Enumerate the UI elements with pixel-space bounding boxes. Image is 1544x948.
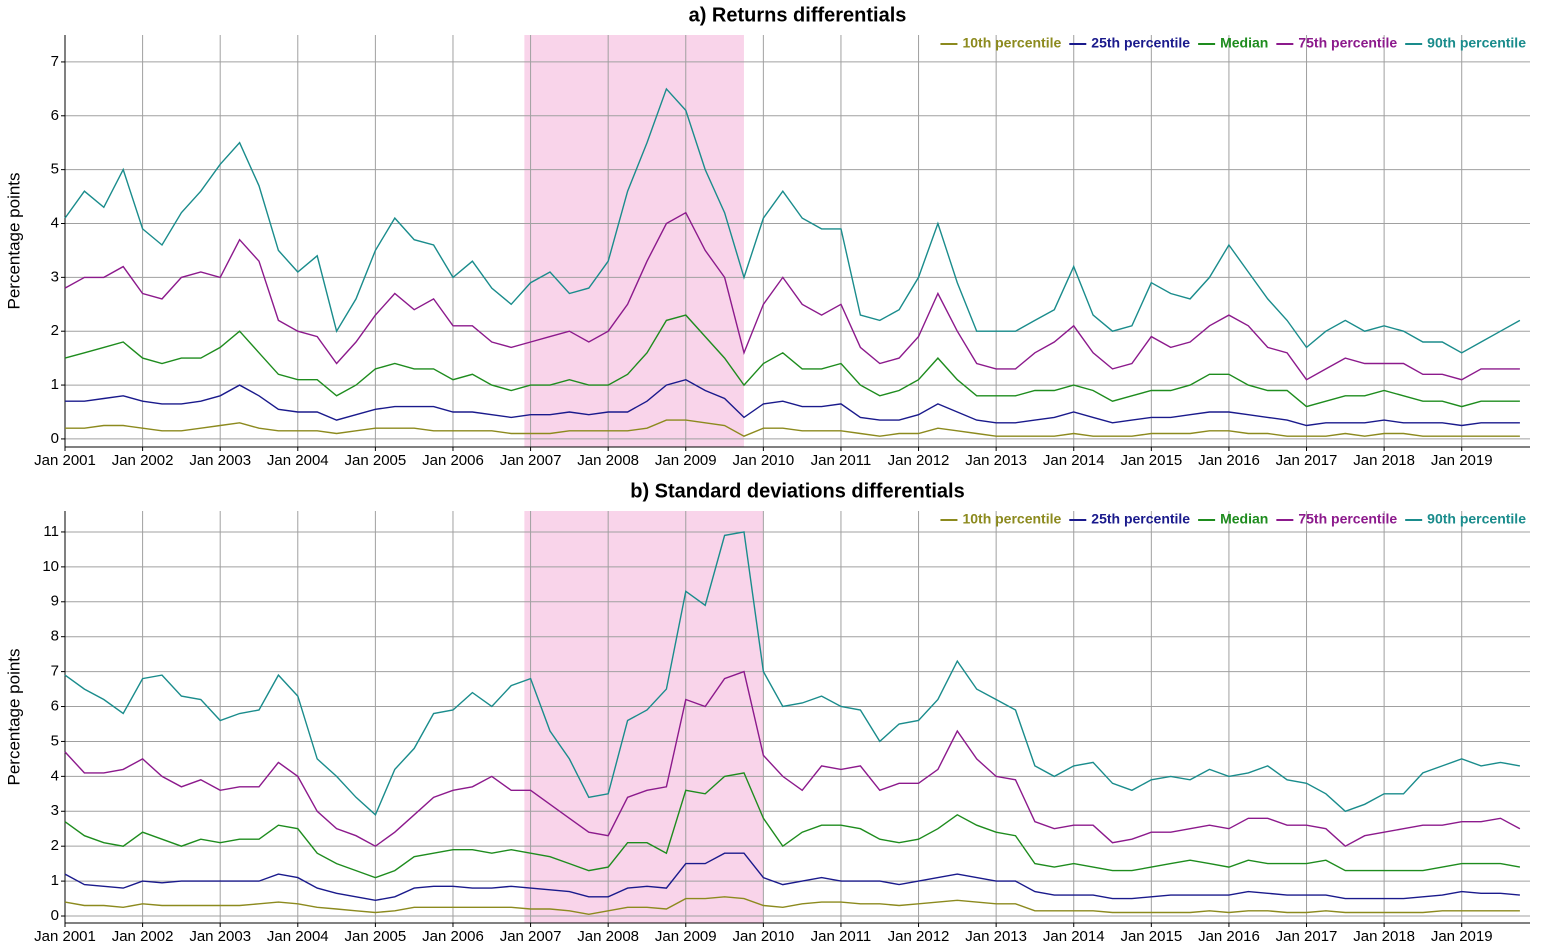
x-tick-label: Jan 2019 <box>1431 452 1493 469</box>
x-tick-label: Jan 2013 <box>965 452 1027 469</box>
x-tick-label: Jan 2016 <box>1198 928 1260 945</box>
chart-title: a) Returns differentials <box>689 4 907 26</box>
x-tick-label: Jan 2009 <box>655 452 717 469</box>
legend-label: 25th percentile <box>1091 511 1190 527</box>
x-tick-label: Jan 2001 <box>34 928 96 945</box>
x-tick-label: Jan 2003 <box>189 452 251 469</box>
x-tick-label: Jan 2003 <box>189 928 251 945</box>
y-tick-label: 2 <box>51 837 59 854</box>
y-tick-label: 4 <box>51 767 59 784</box>
y-tick-label: 4 <box>51 214 59 231</box>
y-tick-label: 6 <box>51 107 59 124</box>
y-tick-label: 3 <box>51 802 59 819</box>
x-tick-label: Jan 2017 <box>1276 452 1338 469</box>
x-tick-label: Jan 2006 <box>422 928 484 945</box>
y-tick-label: 1 <box>51 376 59 393</box>
y-tick-label: 9 <box>51 593 59 610</box>
x-tick-label: Jan 2015 <box>1120 928 1182 945</box>
x-tick-label: Jan 2005 <box>345 928 407 945</box>
x-tick-label: Jan 2014 <box>1043 928 1105 945</box>
y-axis-label: Percentage points <box>4 172 23 309</box>
x-tick-label: Jan 2002 <box>112 928 174 945</box>
x-tick-label: Jan 2004 <box>267 452 329 469</box>
legend-label: 25th percentile <box>1091 35 1190 51</box>
legend-label: 10th percentile <box>962 35 1061 51</box>
series-line <box>64 87 1521 354</box>
x-tick-label: Jan 2010 <box>732 452 794 469</box>
x-tick-label: Jan 2016 <box>1198 452 1260 469</box>
legend-label: 10th percentile <box>962 511 1061 527</box>
series-line <box>64 314 1520 408</box>
legend-label: 75th percentile <box>1298 511 1397 527</box>
legend-label: 90th percentile <box>1427 35 1526 51</box>
series-line <box>65 419 1520 437</box>
y-tick-label: 10 <box>42 558 59 575</box>
chart-title: b) Standard deviations differentials <box>630 480 965 502</box>
y-tick-label: 11 <box>43 523 59 540</box>
series-line <box>65 378 1520 427</box>
x-tick-label: Jan 2018 <box>1353 928 1415 945</box>
x-tick-label: Jan 2002 <box>112 452 174 469</box>
y-axis-label: Percentage points <box>4 648 23 785</box>
series-line <box>64 896 1520 916</box>
series-line <box>64 211 1520 381</box>
x-tick-label: Jan 2010 <box>732 928 794 945</box>
x-tick-label: Jan 2001 <box>34 452 96 469</box>
shaded-period <box>524 511 764 923</box>
y-tick-label: 0 <box>51 430 59 447</box>
x-tick-label: Jan 2012 <box>888 452 950 469</box>
x-tick-label: Jan 2009 <box>655 928 717 945</box>
y-tick-label: 5 <box>51 161 59 178</box>
y-tick-label: 5 <box>51 732 59 749</box>
series-line <box>64 772 1521 879</box>
x-tick-label: Jan 2006 <box>422 452 484 469</box>
y-tick-label: 0 <box>51 907 59 924</box>
x-tick-label: Jan 2012 <box>888 928 950 945</box>
x-tick-label: Jan 2008 <box>577 452 639 469</box>
x-tick-label: Jan 2017 <box>1276 928 1338 945</box>
series-line <box>64 852 1520 902</box>
x-tick-label: Jan 2007 <box>500 928 562 945</box>
y-tick-label: 6 <box>51 697 59 714</box>
x-tick-label: Jan 2004 <box>267 928 329 945</box>
x-tick-label: Jan 2011 <box>811 928 872 945</box>
series-line <box>64 531 1521 816</box>
legend-label: Median <box>1220 511 1268 527</box>
x-tick-label: Jan 2013 <box>965 928 1027 945</box>
x-tick-label: Jan 2007 <box>500 452 562 469</box>
x-tick-label: Jan 2014 <box>1043 452 1105 469</box>
y-tick-label: 8 <box>51 628 59 645</box>
x-tick-label: Jan 2008 <box>577 928 639 945</box>
y-tick-label: 1 <box>51 872 59 889</box>
x-tick-label: Jan 2011 <box>811 452 872 469</box>
legend-label: 75th percentile <box>1298 35 1397 51</box>
x-tick-label: Jan 2018 <box>1353 452 1415 469</box>
y-tick-label: 7 <box>51 663 59 680</box>
y-tick-label: 2 <box>51 322 59 339</box>
x-tick-label: Jan 2005 <box>345 452 407 469</box>
x-tick-label: Jan 2019 <box>1431 928 1493 945</box>
y-tick-label: 3 <box>51 268 59 285</box>
series-line <box>64 670 1521 848</box>
x-tick-label: Jan 2015 <box>1120 452 1182 469</box>
legend-label: 90th percentile <box>1427 511 1526 527</box>
legend-label: Median <box>1220 35 1268 51</box>
y-tick-label: 7 <box>51 53 59 70</box>
shaded-period <box>524 35 744 447</box>
